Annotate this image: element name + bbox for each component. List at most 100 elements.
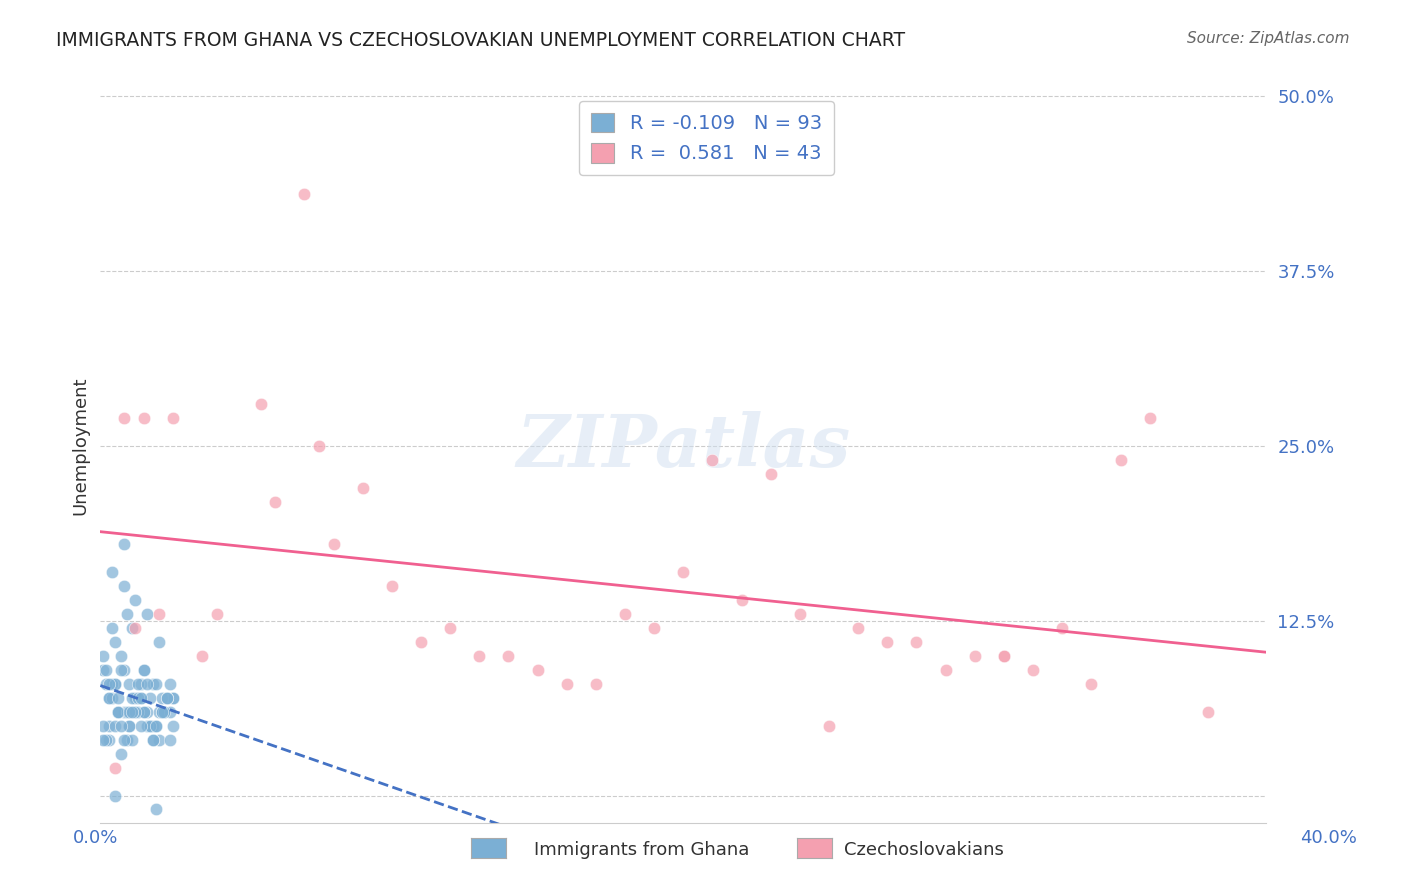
Point xyxy=(142,676,165,690)
Point xyxy=(129,690,152,705)
Point xyxy=(322,537,344,551)
Point xyxy=(585,676,607,690)
Point xyxy=(127,690,149,705)
Point xyxy=(96,732,118,747)
Point xyxy=(101,565,124,579)
Point xyxy=(264,495,287,509)
Point xyxy=(98,690,121,705)
Point xyxy=(191,648,214,663)
Point xyxy=(145,803,167,817)
Point xyxy=(104,676,127,690)
Point xyxy=(107,705,129,719)
Point xyxy=(993,648,1015,663)
Point xyxy=(98,718,121,732)
Y-axis label: Unemployment: Unemployment xyxy=(72,376,89,516)
Point xyxy=(112,579,135,593)
Point xyxy=(1052,621,1074,635)
Point xyxy=(1139,411,1161,425)
Point xyxy=(136,676,159,690)
Point xyxy=(118,705,141,719)
Point xyxy=(98,732,121,747)
Point xyxy=(96,676,118,690)
Text: ZIPatlas: ZIPatlas xyxy=(516,410,851,482)
Point xyxy=(498,648,520,663)
Point xyxy=(115,732,138,747)
Point xyxy=(526,663,548,677)
Point xyxy=(162,411,184,425)
Point xyxy=(145,676,167,690)
Point xyxy=(91,732,114,747)
Point xyxy=(118,718,141,732)
Point xyxy=(139,718,162,732)
Text: 0.0%: 0.0% xyxy=(73,829,118,847)
Point xyxy=(129,676,152,690)
Point xyxy=(124,621,146,635)
Point xyxy=(110,663,132,677)
Point xyxy=(129,718,152,732)
Point xyxy=(409,634,432,648)
Point xyxy=(127,705,149,719)
Point xyxy=(150,705,173,719)
Point xyxy=(104,676,127,690)
Point xyxy=(112,705,135,719)
Point xyxy=(1197,705,1219,719)
Legend: R = -0.109   N = 93, R =  0.581   N = 43: R = -0.109 N = 93, R = 0.581 N = 43 xyxy=(579,101,834,175)
Point xyxy=(104,718,127,732)
Point xyxy=(145,718,167,732)
Point xyxy=(162,690,184,705)
Point xyxy=(352,481,374,495)
Point xyxy=(118,676,141,690)
Point xyxy=(789,607,811,621)
Point xyxy=(614,607,637,621)
Point xyxy=(136,718,159,732)
Text: Source: ZipAtlas.com: Source: ZipAtlas.com xyxy=(1187,31,1350,46)
Point xyxy=(136,607,159,621)
Point xyxy=(132,663,155,677)
Point xyxy=(148,634,170,648)
Point xyxy=(150,690,173,705)
Point xyxy=(156,690,179,705)
Text: Czechoslovakians: Czechoslovakians xyxy=(844,840,1004,858)
Point xyxy=(145,718,167,732)
Point xyxy=(1080,676,1102,690)
Point xyxy=(91,663,114,677)
Point xyxy=(104,634,127,648)
Point xyxy=(139,690,162,705)
Point xyxy=(101,621,124,635)
Point xyxy=(121,705,143,719)
Point xyxy=(153,705,176,719)
Point xyxy=(142,718,165,732)
Point xyxy=(98,676,121,690)
Point xyxy=(148,705,170,719)
Point xyxy=(118,718,141,732)
Point xyxy=(148,607,170,621)
Point xyxy=(104,760,127,774)
Point xyxy=(112,537,135,551)
Point xyxy=(129,690,152,705)
Point xyxy=(110,648,132,663)
Point xyxy=(153,705,176,719)
Point xyxy=(101,690,124,705)
Point xyxy=(127,676,149,690)
Point xyxy=(993,648,1015,663)
Point xyxy=(132,663,155,677)
Point xyxy=(124,592,146,607)
Point xyxy=(876,634,898,648)
Point xyxy=(381,579,404,593)
Point xyxy=(759,467,782,481)
Point xyxy=(139,718,162,732)
Text: 40.0%: 40.0% xyxy=(1301,829,1357,847)
Point xyxy=(121,690,143,705)
Point xyxy=(107,705,129,719)
Point xyxy=(115,607,138,621)
Point xyxy=(91,648,114,663)
Point xyxy=(91,718,114,732)
Point xyxy=(124,690,146,705)
Point xyxy=(905,634,928,648)
Point xyxy=(132,705,155,719)
Point xyxy=(730,592,752,607)
Point xyxy=(136,705,159,719)
Point xyxy=(159,676,181,690)
Point xyxy=(159,705,181,719)
Point xyxy=(702,453,724,467)
